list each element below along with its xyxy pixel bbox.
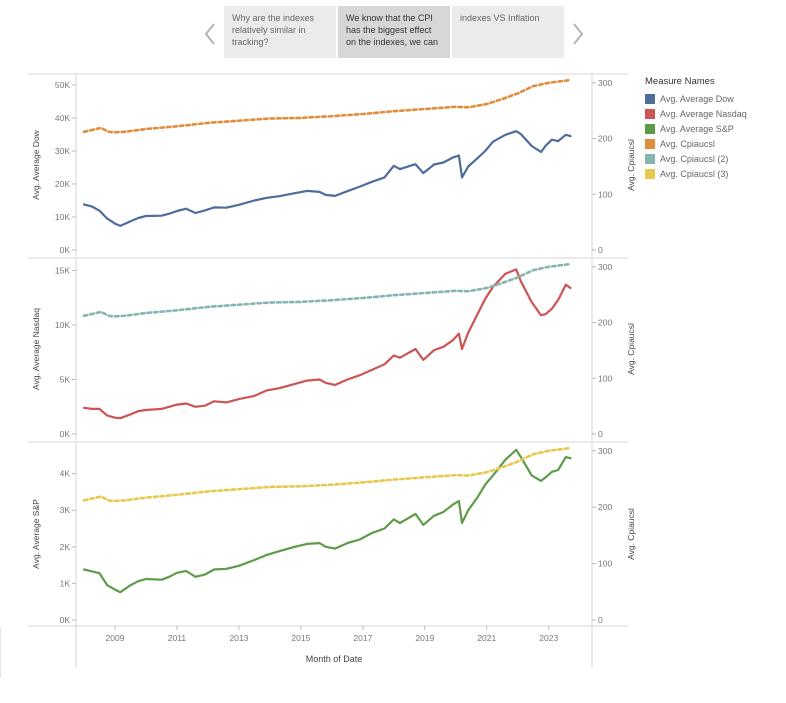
y-tick-label: 20K (55, 179, 70, 189)
legend-item[interactable]: Avg. Cpiaucsl (3) (645, 166, 785, 181)
y2-tick-label: 200 (598, 134, 612, 144)
divider (0, 628, 1, 678)
legend-item[interactable]: Avg. Average Nasdaq (645, 106, 785, 121)
legend-label: Avg. Cpiaucsl (2) (660, 153, 729, 164)
y2-axis-title: Avg. Cpiaucsl (626, 323, 636, 375)
x-tick-label: 2009 (106, 633, 125, 643)
y2-tick-label: 0 (598, 245, 603, 255)
y2-tick-label: 200 (598, 318, 612, 328)
y-tick-label: 40K (55, 113, 70, 123)
legend-title: Measure Names (645, 76, 715, 87)
legend-swatch (645, 93, 655, 104)
legend-swatch (645, 108, 655, 119)
x-axis-title: Month of Date (306, 654, 363, 664)
y-tick-label: 2K (60, 542, 71, 552)
cpi-series-line (82, 262, 572, 318)
story-point-card-2[interactable]: We know that the CPI has the biggest eff… (338, 6, 450, 58)
legend-item[interactable]: Avg. Average Dow (645, 91, 785, 106)
cpi-series-line (82, 78, 572, 134)
y2-tick-label: 100 (598, 559, 612, 569)
legend-swatch (645, 138, 655, 149)
x-tick-label: 2021 (477, 633, 496, 643)
y-tick-label: 15K (55, 266, 70, 276)
x-tick-label: 2017 (353, 633, 372, 643)
y-axis-title: Avg. Average S&P (31, 499, 41, 569)
y2-tick-label: 0 (598, 615, 603, 625)
y-tick-label: 3K (60, 505, 71, 515)
y2-tick-label: 300 (598, 262, 612, 272)
y-tick-label: 4K (60, 469, 71, 479)
x-tick-label: 2019 (415, 633, 434, 643)
story-point-card-3[interactable]: indexes VS Inflation (452, 6, 564, 58)
legend-label: Avg. Cpiaucsl (660, 138, 715, 149)
story-point-card-1[interactable]: Why are the indexes relatively similar i… (224, 6, 336, 58)
y-tick-label: 5K (60, 375, 71, 385)
legend-label: Avg. Average Nasdaq (660, 108, 747, 119)
legend-label: Avg. Average S&P (660, 123, 734, 134)
y2-tick-label: 100 (598, 189, 612, 199)
y2-tick-label: 200 (598, 502, 612, 512)
y-tick-label: 50K (55, 80, 70, 90)
y-tick-label: 10K (55, 320, 70, 330)
legend: Measure Names Avg. Average Dow Avg. Avera… (645, 76, 785, 181)
legend-swatch (645, 168, 655, 179)
legend-label: Avg. Cpiaucsl (3) (660, 168, 729, 179)
index-series-line (82, 448, 572, 594)
legend-swatch (645, 153, 655, 164)
cpi-series-line (82, 446, 572, 503)
y2-tick-label: 0 (598, 429, 603, 439)
y2-tick-label: 300 (598, 446, 612, 456)
y-tick-label: 0K (60, 429, 71, 439)
y2-tick-label: 300 (598, 78, 612, 88)
y-tick-label: 10K (55, 212, 70, 222)
y2-axis-title: Avg. Cpiaucsl (626, 139, 636, 191)
y-tick-label: 0K (60, 615, 71, 625)
legend-item[interactable]: Avg. Average S&P (645, 121, 785, 136)
next-story-point-button[interactable] (566, 14, 590, 54)
story-point-text: Why are the indexes relatively similar i… (232, 13, 315, 47)
x-tick-label: 2013 (229, 633, 248, 643)
legend-label: Avg. Average Dow (660, 93, 734, 104)
legend-swatch (645, 123, 655, 134)
previous-story-point-button[interactable] (198, 14, 222, 54)
legend-item[interactable]: Avg. Cpiaucsl (645, 136, 785, 151)
y2-axis-title: Avg. Cpiaucsl (626, 508, 636, 560)
y-tick-label: 0K (60, 245, 71, 255)
y-tick-label: 1K (60, 578, 71, 588)
y-axis-title: Avg. Average Nasdaq (31, 308, 41, 390)
story-point-text: We know that the CPI has the biggest eff… (346, 13, 439, 47)
y-tick-label: 30K (55, 146, 70, 156)
y2-tick-label: 100 (598, 373, 612, 383)
story-point-text: indexes VS Inflation (460, 13, 540, 23)
x-tick-label: 2023 (539, 633, 558, 643)
x-tick-label: 2015 (291, 633, 310, 643)
chevron-left-icon (204, 23, 215, 45)
chevron-right-icon (573, 23, 584, 45)
legend-item[interactable]: Avg. Cpiaucsl (2) (645, 151, 785, 166)
y-axis-title: Avg. Average Dow (31, 129, 41, 199)
x-tick-label: 2011 (168, 633, 187, 643)
index-series-line (82, 268, 572, 420)
index-series-line (82, 130, 572, 227)
